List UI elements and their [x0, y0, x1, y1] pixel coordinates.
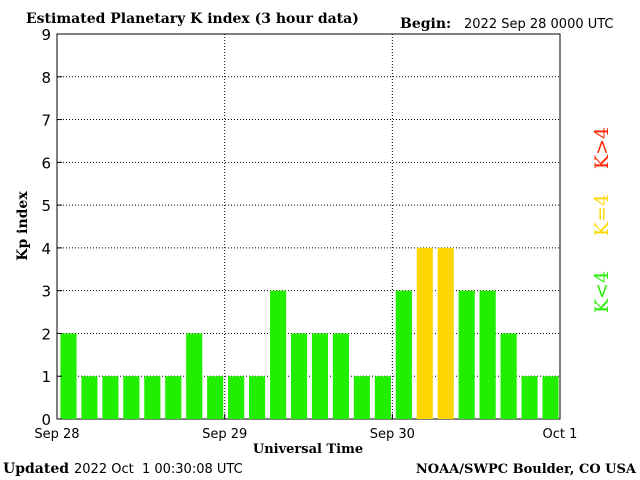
kp-bar: [269, 290, 287, 419]
kp-bar: [123, 376, 140, 419]
chart-title: Estimated Planetary K index (3 hour data…: [26, 11, 359, 27]
updated-label: Updated: [3, 461, 69, 477]
x-tick-label: Sep 28: [34, 427, 79, 442]
y-tick-label: 0: [41, 411, 51, 429]
kp-bar: [479, 290, 496, 419]
kp-bar: [186, 333, 203, 419]
kp-bar: [416, 247, 433, 419]
kp-bar: [311, 333, 329, 419]
y-axis-label: Kp index: [15, 191, 31, 261]
plot-frame: [56, 33, 561, 420]
kp-bar: [542, 376, 559, 419]
y-tick-label: 8: [41, 69, 51, 87]
y-tick-label: 1: [41, 368, 51, 386]
kp-bars: [60, 247, 559, 419]
legend-k-less-4: K<4: [591, 271, 613, 313]
y-tick-label: 5: [41, 197, 51, 215]
kp-bar: [374, 376, 391, 419]
x-tick-label: Oct 1: [543, 427, 578, 442]
kp-bar: [500, 333, 517, 419]
y-tick-label: 4: [41, 240, 51, 258]
y-tick-label: 3: [41, 283, 51, 301]
y-tick-label: 9: [41, 26, 51, 44]
x-tick-label: Sep 29: [202, 427, 247, 442]
kp-bar: [249, 376, 266, 419]
y-tick-label: 7: [41, 112, 51, 130]
kp-bar: [228, 376, 245, 419]
kp-bar: [521, 376, 538, 419]
y-tick-labels: 0 1 2 3 4 5 6 7 8 9: [41, 26, 62, 429]
kp-bar: [81, 376, 98, 419]
grid-lines: [57, 34, 560, 419]
kp-bar: [458, 290, 475, 419]
y-tick-label: 2: [41, 325, 51, 343]
updated-value: 2022 Oct 1 00:30:08 UTC: [74, 462, 243, 477]
kp-bar: [144, 376, 161, 419]
begin-value: 2022 Sep 28 0000 UTC: [464, 17, 614, 32]
credit-text: NOAA/SWPC Boulder, CO USA: [416, 462, 637, 477]
legend-k-greater-4: K>4: [591, 127, 613, 169]
legend-k-equal-4: K=4: [591, 194, 613, 236]
x-tick-labels: Sep 28 Sep 29 Sep 30 Oct 1: [34, 414, 577, 442]
begin-label: Begin:: [400, 16, 451, 32]
kp-bar: [207, 376, 224, 419]
y-tick-label: 6: [41, 154, 51, 172]
kp-bar: [353, 376, 370, 419]
kp-bar: [165, 376, 182, 419]
kp-bar: [332, 333, 350, 419]
kp-bar: [437, 247, 454, 419]
x-tick-label: Sep 30: [370, 427, 415, 442]
kp-bar: [60, 333, 77, 419]
kp-bar: [102, 376, 119, 419]
x-axis-label: Universal Time: [253, 442, 363, 457]
kp-bar: [395, 290, 412, 419]
kp-bar: [290, 333, 308, 419]
